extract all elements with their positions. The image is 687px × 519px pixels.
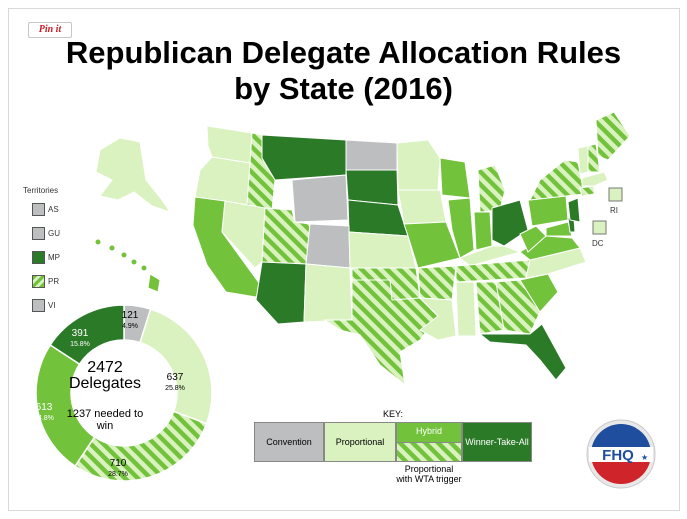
donut-percent-label: 24.8% <box>34 415 54 422</box>
title-line-1: Republican Delegate Allocation Rules <box>65 35 622 70</box>
territory-label: GU <box>48 229 60 238</box>
state-tx <box>323 279 439 387</box>
donut-percent-label: 4.9% <box>122 323 138 330</box>
state-ks <box>348 231 417 269</box>
state-pa <box>527 195 569 227</box>
donut-slice-winner-take-all <box>49 304 125 366</box>
state-oh <box>491 199 529 247</box>
state-ga <box>495 279 541 335</box>
state-wy <box>291 174 349 223</box>
state-mt <box>261 134 347 181</box>
total-delegates-label: Delegates <box>68 375 142 392</box>
territory-swatch <box>32 299 45 312</box>
pin-it-button[interactable]: Pin it <box>28 22 72 38</box>
donut-value-label: 710 <box>110 458 127 469</box>
state-il <box>447 197 475 259</box>
territory-swatch <box>32 203 45 216</box>
state-md <box>545 221 573 237</box>
state-ma <box>581 171 609 187</box>
donut-value-label: 613 <box>36 402 53 413</box>
key-heading: KEY: <box>383 409 404 419</box>
state-nv <box>221 200 266 269</box>
donut-percent-label: 28.7% <box>108 471 128 478</box>
territory-swatch <box>32 275 45 288</box>
logo-text: FHQ <box>602 447 634 464</box>
donut-slice-proportional-with-wta-trigger <box>74 410 208 482</box>
state-in <box>473 211 493 251</box>
key-trigger-swatch <box>396 442 462 462</box>
territory-label: PR <box>48 277 60 286</box>
donut-percent-label: 25.8% <box>165 385 185 392</box>
state-fl <box>478 323 567 381</box>
donut-percent-label: 15.8% <box>70 341 90 348</box>
state-hi <box>94 238 161 293</box>
delegate-donut-chart <box>35 304 213 482</box>
state-la <box>418 297 457 341</box>
needed-to-win: 1237 needed to win <box>66 408 144 432</box>
state-sd <box>345 169 399 206</box>
fhq-logo: FHQ ★ <box>586 419 656 489</box>
territory-label: AS <box>48 205 59 214</box>
logo-star-icon: ★ <box>641 453 648 462</box>
state-co <box>305 223 351 269</box>
state-ia <box>397 189 447 225</box>
donut-value-label: 391 <box>72 328 89 339</box>
logo-blue-arc <box>591 424 651 454</box>
state-ny <box>529 159 585 201</box>
donut-value-label: 121 <box>122 310 139 321</box>
territories-heading: Territories <box>23 186 59 195</box>
state-nj <box>567 197 581 223</box>
donut-labels: 121 4.9% 637 25.8% 710 28.7% 613 24.8% 391 15.8% <box>34 310 185 478</box>
key-trigger-label: Proportional with WTA trigger <box>396 464 462 484</box>
state-mo <box>403 221 461 269</box>
state-ne <box>347 199 409 237</box>
state-nh <box>587 143 601 173</box>
state-me <box>595 111 631 161</box>
state-ak <box>95 137 172 213</box>
state-ar <box>417 265 457 301</box>
territory-label: VI <box>48 301 56 310</box>
state-mi <box>477 164 506 213</box>
state-nm <box>303 263 353 323</box>
state-ct <box>579 185 595 197</box>
state-wi <box>439 157 471 199</box>
state-nd <box>345 139 398 171</box>
state-dc-label: DC <box>592 239 604 248</box>
key-proportional: Proportional <box>324 422 396 462</box>
state-ms <box>455 281 477 337</box>
key-convention: Convention <box>254 422 324 462</box>
state-az <box>255 261 307 325</box>
state-dc-box <box>592 220 607 235</box>
key-winner-take-all: Winner-Take-All <box>462 422 532 462</box>
state-mn <box>396 139 441 191</box>
territory-label: MP <box>48 253 60 262</box>
title-line-2: by State (2016) <box>234 71 453 106</box>
state-vt <box>577 145 589 175</box>
state-ri-label: RI <box>610 206 618 215</box>
logo-band <box>589 447 653 462</box>
total-delegates-number: 2472 <box>87 359 123 376</box>
donut-value-label: 637 <box>167 372 184 383</box>
territory-swatch <box>32 227 45 240</box>
us-map <box>94 111 631 387</box>
territory-swatch <box>32 251 45 264</box>
state-ri-box <box>608 187 623 202</box>
